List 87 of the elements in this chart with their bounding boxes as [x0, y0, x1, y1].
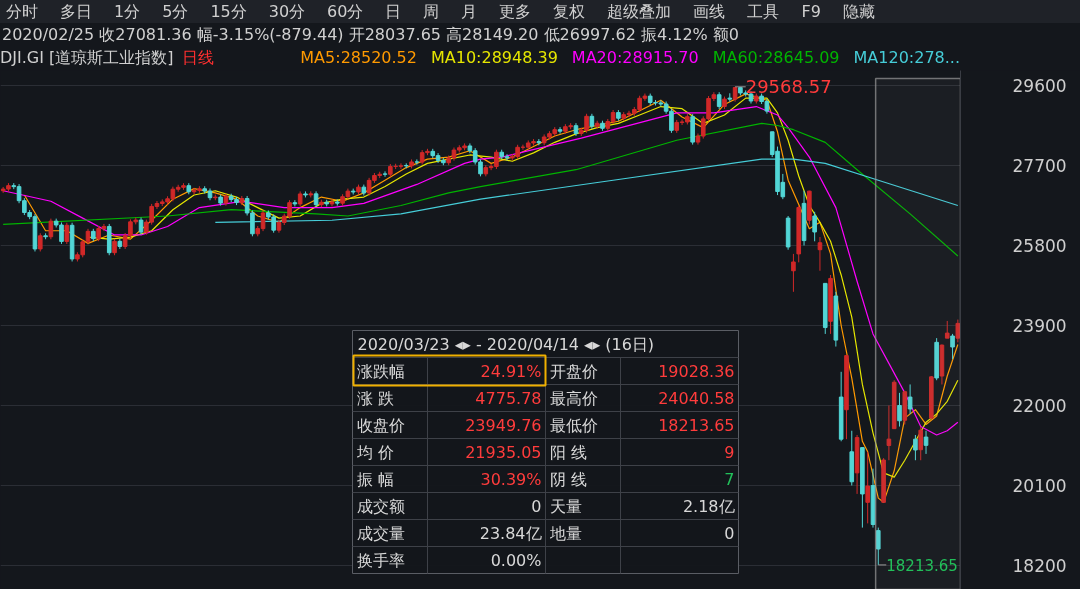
text: 5分: [162, 2, 189, 21]
annotation: 18213.65: [658, 416, 735, 435]
text: MA5:28520.52: [300, 48, 417, 67]
text: 分时: [6, 2, 38, 21]
annotation: 9: [724, 443, 735, 462]
annotation: 2020/03/23 ◂▸ - 2020/04/14 ◂▸ (16日): [357, 334, 655, 354]
text: 60分: [327, 2, 364, 21]
text: 日线: [181, 47, 214, 69]
text: MA10:28948.39: [430, 48, 558, 67]
annotation: 开盘价: [549, 361, 598, 381]
annotation: 18213.65: [886, 556, 958, 575]
text: 更多: [499, 2, 532, 21]
text: 工具: [747, 2, 780, 21]
candlestick: [812, 211, 817, 242]
candlestick: [382, 170, 388, 178]
annotation: 30.39%: [480, 469, 542, 489]
candlestick: [791, 253, 796, 293]
candlestick: [817, 236, 823, 272]
text: F9: [801, 2, 821, 21]
text: 日: [385, 2, 402, 21]
text: 月: [461, 2, 478, 21]
candlestick: [37, 232, 43, 252]
annotation: 地量: [548, 523, 582, 543]
annotation: 收盘价: [356, 415, 405, 435]
text: 超级叠加: [607, 2, 672, 21]
text: 周: [423, 2, 440, 21]
candlestick: [414, 158, 420, 166]
text: MA120:278...: [853, 48, 960, 67]
text: 2020/02/25 收27081.36 幅-3.15%(-879.44) 开28037.65 高28149.20 低26997.62 振4.12% 额0: [1, 24, 741, 46]
candlestick: [918, 426, 924, 461]
annotation: 换手率: [356, 550, 405, 570]
candlestick: [64, 222, 70, 245]
text: 1分: [114, 2, 141, 21]
annotation: 最高价: [549, 388, 598, 408]
text: 多日: [60, 2, 92, 21]
y-tick-label: 18200: [1012, 556, 1067, 576]
candlestick: [897, 392, 902, 428]
candlestick: [923, 430, 929, 455]
annotation: 21935.05: [465, 443, 542, 462]
text: MA60:28645.09: [712, 48, 840, 67]
annotation: 涨 跌: [356, 388, 394, 408]
text: 15分: [210, 2, 247, 21]
candlestick: [913, 434, 918, 461]
candlestick: [557, 126, 563, 135]
annotation: 2.18亿: [682, 496, 735, 516]
annotation: 0.00%: [490, 550, 542, 570]
annotation: 7: [724, 470, 735, 489]
annotation: 均 价: [355, 442, 394, 462]
annotation: 0: [531, 497, 542, 516]
candlestick: [950, 333, 955, 360]
y-tick-label: 23900: [1012, 315, 1067, 336]
y-tick-label: 25800: [1012, 235, 1067, 256]
candlestick: [292, 199, 298, 207]
y-tick-label: 22000: [1012, 396, 1067, 416]
candlestick: [886, 405, 892, 461]
annotation: 24.91%: [480, 361, 542, 381]
candlestick: [875, 527, 881, 566]
y-tick-label: 29600: [1012, 75, 1067, 96]
candlestick: [907, 383, 913, 415]
text: 复权: [553, 2, 586, 21]
candlestick: [865, 451, 870, 524]
annotation: 4775.78: [475, 389, 542, 408]
annotation: 24040.58: [658, 389, 735, 408]
annotation: 29568.57: [745, 76, 832, 98]
candlestick: [48, 218, 54, 240]
text: 画线: [693, 2, 726, 21]
annotation: 23949.76: [465, 416, 542, 435]
chart-title: DJI.GI [道琼斯工业指数]: [0, 47, 174, 69]
annotation: 成交量: [356, 523, 405, 543]
annotation: 阴 线: [549, 469, 587, 489]
text: 30分: [268, 2, 306, 21]
text: 隐藏: [842, 2, 875, 21]
annotation: 阳 线: [549, 442, 587, 462]
annotation: 振 幅: [356, 469, 394, 489]
annotation: 19028.36: [658, 362, 735, 381]
y-tick-label: 27700: [1012, 155, 1067, 176]
annotation: 涨跌幅: [356, 361, 405, 381]
annotation: 成交额: [356, 496, 405, 516]
annotation: 23.84亿: [479, 523, 542, 543]
annotation: 天量: [549, 496, 582, 516]
text: MA20:28915.70: [571, 48, 699, 67]
candlestick: [955, 319, 961, 343]
annotation: 最低价: [549, 415, 598, 435]
y-tick-label: 20100: [1012, 476, 1067, 496]
annotation: 0: [724, 524, 735, 543]
line-series: [2, 122, 959, 257]
line-series: [2, 105, 959, 436]
